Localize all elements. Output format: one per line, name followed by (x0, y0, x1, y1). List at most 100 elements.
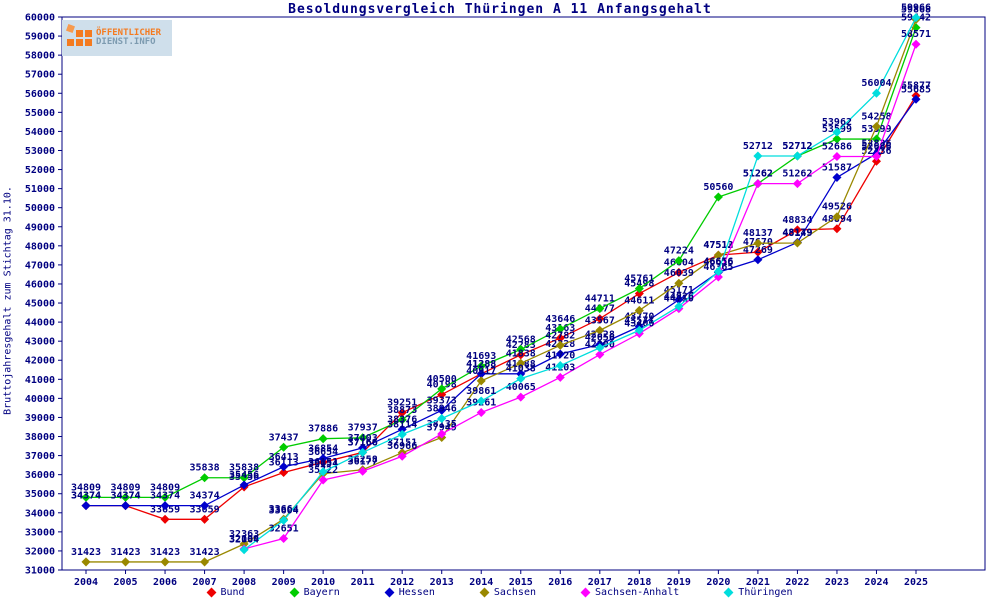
plot-frame (61, 16, 986, 571)
data-label: 41038 (506, 364, 536, 375)
series-line-thüringen (243, 17, 917, 551)
data-label: 41288 (466, 359, 496, 370)
logo-text: ÖFFENTLICHER DIENST.INFO (96, 29, 161, 47)
data-point-hessen-2005 (120, 501, 131, 511)
data-label: 58571 (901, 29, 931, 40)
data-label: 43400 (624, 319, 654, 330)
data-label: 36654 (308, 447, 338, 458)
y-tick-label: 54000 (25, 127, 55, 138)
x-tick-label: 2025 (904, 577, 928, 588)
legend-marker-icon (289, 587, 300, 598)
x-tick-label: 2005 (113, 577, 137, 588)
data-point-thüringen-2022 (792, 151, 802, 161)
data-point-thüringen-2020 (713, 266, 723, 276)
data-label: 52686 (861, 141, 891, 152)
data-point-bayern-2010 (318, 434, 328, 444)
series-line-bayern (86, 27, 917, 499)
data-label: 36054 (308, 459, 338, 470)
x-tick-label: 2006 (153, 577, 177, 588)
x-tick-label: 2023 (825, 577, 849, 588)
data-point-bayern-2006 (160, 492, 170, 502)
data-point-bayern-2008 (239, 473, 249, 483)
data-label: 42828 (585, 329, 615, 340)
data-label: 53962 (822, 117, 852, 128)
legend-item-bund: Bund (206, 587, 245, 598)
data-label: 52712 (743, 141, 773, 152)
legend-marker-icon (384, 587, 395, 598)
data-label: 46616 (703, 257, 733, 268)
x-tick-label: 2009 (272, 577, 296, 588)
y-tick-label: 41000 (25, 375, 55, 386)
x-tick-label: 2024 (864, 577, 888, 588)
data-point-hessen-2007 (200, 501, 210, 511)
data-label: 47224 (664, 246, 694, 257)
data-label: 45171 (664, 285, 694, 296)
y-tick-label: 45000 (25, 299, 55, 310)
data-label: 43571 (624, 315, 654, 326)
legend-item-hessen: Hessen (384, 587, 435, 598)
legend-label: Bund (220, 587, 245, 598)
y-tick-label: 57000 (25, 70, 55, 81)
data-label: 34374 (190, 491, 220, 502)
data-label: 52712 (782, 141, 812, 152)
data-point-sachsen-2004 (81, 557, 91, 567)
data-label: 41693 (466, 351, 496, 362)
data-point-bund-2006 (160, 514, 170, 524)
data-point-bayern-2007 (200, 473, 210, 483)
data-label: 31423 (110, 547, 140, 558)
data-label: 42656 (585, 333, 615, 344)
data-point-hessen-2021 (753, 255, 763, 265)
data-label: 37949 (427, 422, 457, 433)
data-label: 43770 (624, 311, 654, 322)
data-point-bayern-2018 (634, 283, 644, 294)
data-point-sachsen-2019 (674, 278, 684, 288)
data-point-bund-2007 (200, 514, 210, 524)
data-label: 38873 (387, 405, 417, 416)
x-tick-label: 2004 (74, 577, 98, 588)
y-tick-label: 52000 (25, 165, 55, 176)
y-tick-label: 56000 (25, 89, 55, 100)
data-label: 37886 (308, 424, 338, 435)
data-label: 47269 (743, 245, 773, 256)
data-label: 39861 (466, 386, 496, 397)
data-label: 47513 (703, 240, 733, 251)
oeffentlicher-dienst-info-logo[interactable]: ÖFFENTLICHER DIENST.INFO (62, 20, 172, 56)
data-point-sachsen-anhalt-2016 (555, 372, 565, 382)
data-label: 44826 (664, 291, 694, 302)
data-label: 40500 (427, 374, 457, 385)
y-tick-label: 43000 (25, 337, 55, 348)
y-tick-label: 48000 (25, 241, 55, 252)
logo-line2: DIENST.INFO (96, 37, 156, 47)
data-label: 59966 (901, 3, 931, 14)
y-tick-label: 51000 (25, 184, 55, 195)
data-label: 59868 (901, 5, 931, 16)
y-tick-label: 31000 (25, 566, 55, 577)
x-tick-label: 2018 (627, 577, 651, 588)
data-point-sachsen-anhalt-2023 (832, 151, 842, 161)
data-label: 36966 (387, 441, 417, 452)
data-point-bund-2015 (516, 350, 526, 360)
data-label: 36413 (269, 452, 299, 463)
data-label: 56004 (861, 78, 891, 89)
data-point-hessen-2023 (832, 172, 842, 182)
data-label: 32651 (269, 524, 299, 535)
data-label: 44710 (664, 294, 694, 305)
data-label: 32064 (229, 535, 259, 546)
legend-label: Hessen (398, 587, 435, 598)
data-label: 48834 (782, 215, 812, 226)
data-point-bayern-2016 (555, 324, 565, 334)
data-point-hessen-2006 (160, 501, 170, 511)
data-label: 41720 (545, 351, 575, 362)
data-label: 47512 (703, 240, 733, 251)
data-point-sachsen-anhalt-2025 (911, 39, 921, 49)
legend-item-bayern: Bayern (289, 587, 340, 598)
data-point-thüringen-2018 (634, 325, 644, 335)
x-tick-label: 2015 (509, 577, 533, 588)
x-tick-label: 2011 (351, 577, 375, 588)
data-label: 46656 (703, 256, 733, 267)
data-label: 41838 (506, 348, 536, 359)
x-tick-label: 2022 (785, 577, 809, 588)
data-point-bayern-2017 (595, 304, 605, 314)
data-label: 34374 (110, 491, 140, 502)
